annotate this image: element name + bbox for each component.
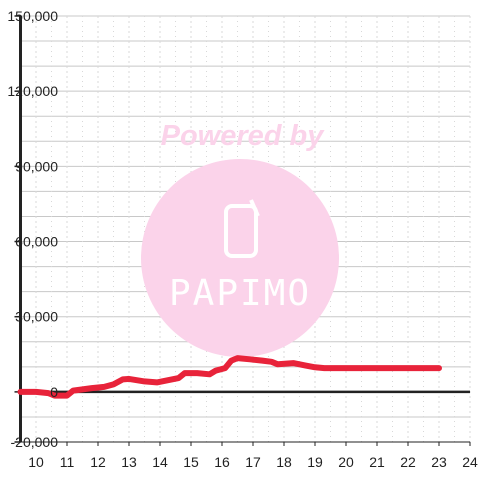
y-tick-label: 90,000: [15, 158, 58, 174]
x-tick-label: 23: [431, 454, 447, 470]
x-tick-label: 19: [307, 454, 323, 470]
x-tick-label: 12: [90, 454, 106, 470]
x-tick-label: 18: [276, 454, 292, 470]
watermark-powered-by: Powered by: [161, 120, 326, 152]
watermark-logo-text: PAPIMO: [169, 273, 311, 314]
series-line: [17, 355, 442, 399]
series-layer: [17, 355, 442, 399]
x-tick-label: 13: [121, 454, 137, 470]
y-tick-label: 0: [50, 384, 58, 400]
x-tick-label: 17: [245, 454, 261, 470]
y-tick-label: 150,000: [7, 8, 58, 24]
x-tick-label: 14: [152, 454, 168, 470]
y-tick-label: 120,000: [7, 83, 58, 99]
x-tick-label: 15: [183, 454, 199, 470]
tick-labels: -20,000 0 30,000 60,000 90,000 120,000 150,000…: [7, 8, 478, 470]
x-tick-label: 11: [60, 454, 75, 470]
x-tick-label: 20: [338, 454, 354, 470]
y-tick-label: 60,000: [15, 234, 58, 250]
x-tick-label: 22: [400, 454, 416, 470]
grid-lines: [20, 15, 471, 443]
x-tick-label: 24: [462, 454, 478, 470]
y-tick-label: 30,000: [15, 309, 58, 325]
x-tick-label: 10: [28, 454, 44, 470]
x-tick-label: 21: [369, 454, 385, 470]
axes: [14, 15, 471, 446]
watermark: Powered by PAPIMO: [141, 120, 339, 357]
phone-icon: [224, 199, 260, 258]
x-tick-label: 16: [214, 454, 230, 470]
y-tick-label: -20,000: [11, 434, 59, 450]
